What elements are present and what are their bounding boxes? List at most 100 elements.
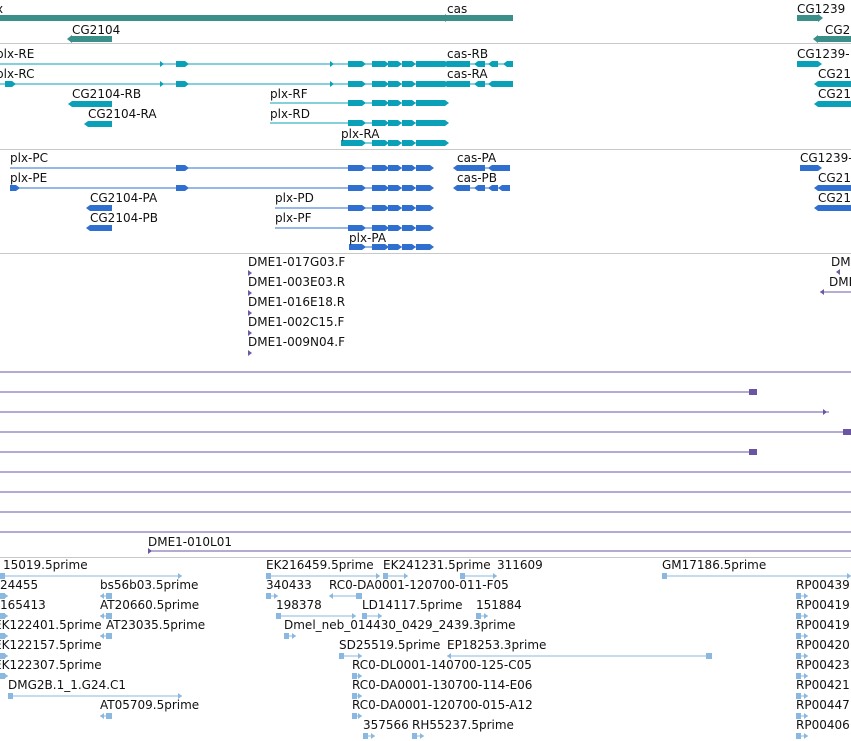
- flybase-transcript-exon[interactable]: [388, 81, 398, 87]
- est-label[interactable]: 24455: [0, 578, 39, 592]
- est-block[interactable]: [796, 713, 801, 719]
- est-label[interactable]: RP00419: [796, 618, 850, 632]
- flybase-transcript-exon[interactable]: [372, 100, 385, 106]
- flybase-transcript-label[interactable]: CG2104-RA: [88, 107, 157, 121]
- est-label[interactable]: 340433: [266, 578, 312, 592]
- refseq-transcript-exon[interactable]: [348, 205, 362, 211]
- refseq-transcript-exon[interactable]: [492, 165, 510, 171]
- est-block[interactable]: [266, 593, 271, 599]
- est-block[interactable]: [0, 613, 5, 619]
- est-label[interactable]: bs56b03.5prime: [100, 578, 199, 592]
- flybase-transcript-label[interactable]: plx-RE: [0, 47, 35, 61]
- est-label[interactable]: EK216459.5prime: [266, 558, 374, 572]
- est-label[interactable]: EK122401.5prime: [0, 618, 102, 632]
- est-block[interactable]: [706, 653, 712, 659]
- flybase-transcript-exon[interactable]: [478, 81, 485, 87]
- est-block[interactable]: [284, 633, 289, 639]
- est-label[interactable]: Dmel_neb_014430_0429_2439.3prime: [284, 618, 516, 632]
- gene-label[interactable]: x: [0, 3, 3, 16]
- est-label[interactable]: 198378: [276, 598, 322, 612]
- refseq-transcript-exon[interactable]: [388, 165, 398, 171]
- refseq-transcript-exon[interactable]: [372, 185, 385, 191]
- est-label[interactable]: RC0-DA0001-120700-015-A12: [352, 698, 533, 712]
- refseq-transcript-exon[interactable]: [388, 244, 398, 250]
- refseq-transcript-exon[interactable]: [402, 165, 412, 171]
- est-label[interactable]: 15019.5prime: [3, 558, 88, 572]
- est-block[interactable]: [106, 713, 112, 719]
- refseq-transcript-exon[interactable]: [416, 225, 430, 231]
- flybase-transcript-exon[interactable]: [372, 61, 385, 67]
- refseq-transcript-exon[interactable]: [372, 205, 385, 211]
- refseq-transcript-label[interactable]: plx-PF: [275, 211, 312, 225]
- flybase-transcript-exon[interactable]: [88, 121, 112, 127]
- flybase-transcript-exon[interactable]: [492, 61, 498, 67]
- est-block[interactable]: [0, 593, 5, 599]
- est-block[interactable]: [796, 593, 801, 599]
- est-block[interactable]: [796, 673, 801, 679]
- clone-label[interactable]: DME1-009N04.F: [248, 335, 346, 349]
- gene-bar[interactable]: [72, 36, 112, 42]
- refseq-transcript-exon[interactable]: [349, 244, 362, 250]
- refseq-transcript-label[interactable]: cas-PA: [457, 151, 497, 165]
- clone-label[interactable]: DME1-016E18.R: [248, 295, 346, 309]
- refseq-transcript-label[interactable]: CG21: [818, 171, 851, 185]
- est-label[interactable]: AT23035.5prime: [106, 618, 206, 632]
- refseq-transcript-exon[interactable]: [402, 244, 412, 250]
- est-block[interactable]: [106, 613, 112, 619]
- refseq-transcript-exon[interactable]: [348, 165, 362, 171]
- est-label[interactable]: RP00423: [796, 658, 850, 672]
- clone-label[interactable]: DM: [831, 255, 851, 269]
- est-block[interactable]: [356, 593, 362, 599]
- flybase-transcript-exon[interactable]: [348, 120, 362, 126]
- clone-label[interactable]: DME: [829, 275, 851, 289]
- refseq-transcript-label[interactable]: plx-PC: [10, 151, 48, 165]
- est-label[interactable]: 165413: [0, 598, 46, 612]
- gene-bar[interactable]: [797, 15, 818, 21]
- flybase-transcript-label[interactable]: plx-RD: [270, 107, 310, 121]
- est-block[interactable]: [796, 613, 801, 619]
- flybase-transcript-exon[interactable]: [372, 81, 385, 87]
- flybase-transcript-exon[interactable]: [818, 81, 851, 87]
- refseq-transcript-label[interactable]: CG2104-PB: [90, 211, 159, 225]
- flybase-transcript-exon[interactable]: [372, 140, 385, 146]
- est-label[interactable]: LD14117.5prime: [362, 598, 463, 612]
- est-label[interactable]: 151884: [476, 598, 522, 612]
- est-block[interactable]: [796, 693, 801, 699]
- gene-bar[interactable]: [818, 36, 851, 42]
- flybase-transcript-exon[interactable]: [176, 61, 185, 67]
- flybase-transcript-exon[interactable]: [402, 120, 412, 126]
- refseq-transcript-label[interactable]: plx-PD: [275, 191, 314, 205]
- flybase-transcript-exon[interactable]: [388, 61, 398, 67]
- est-label[interactable]: 311609: [497, 558, 543, 572]
- gene-label[interactable]: CG1239: [797, 2, 846, 16]
- est-label[interactable]: RP00420: [796, 638, 850, 652]
- refseq-transcript-exon[interactable]: [90, 205, 112, 211]
- flybase-transcript-label[interactable]: CG2104-RB: [72, 87, 142, 101]
- refseq-transcript-exon[interactable]: [818, 185, 851, 191]
- refseq-transcript-exon[interactable]: [457, 165, 485, 171]
- clone-label[interactable]: DME1-002C15.F: [248, 315, 345, 329]
- refseq-transcript-exon[interactable]: [416, 244, 430, 250]
- flybase-transcript-exon[interactable]: [5, 81, 12, 87]
- gene-label[interactable]: cas: [447, 2, 468, 16]
- refseq-transcript-label[interactable]: CG1239-: [800, 151, 851, 165]
- refseq-transcript-label[interactable]: CG21: [818, 191, 851, 205]
- est-label[interactable]: RC0-DA0001-120700-011-F05: [329, 578, 509, 592]
- refseq-transcript-exon[interactable]: [818, 205, 851, 211]
- flybase-transcript-exon[interactable]: [402, 100, 412, 106]
- est-block[interactable]: [339, 653, 344, 659]
- flybase-transcript-exon[interactable]: [348, 81, 362, 87]
- flybase-transcript-label[interactable]: CG21: [818, 67, 851, 81]
- flybase-transcript-exon[interactable]: [416, 81, 445, 87]
- refseq-transcript-exon[interactable]: [416, 185, 430, 191]
- refseq-transcript-exon[interactable]: [372, 244, 385, 250]
- est-block[interactable]: [276, 613, 281, 619]
- refseq-transcript-exon[interactable]: [388, 185, 398, 191]
- refseq-transcript-exon[interactable]: [416, 205, 430, 211]
- refseq-transcript-exon[interactable]: [492, 185, 498, 191]
- est-block[interactable]: [0, 633, 5, 639]
- refseq-transcript-exon[interactable]: [372, 225, 385, 231]
- clone-label[interactable]: DME1-017G03.F: [248, 255, 346, 269]
- flybase-transcript-exon[interactable]: [72, 101, 112, 107]
- est-block[interactable]: [352, 693, 357, 699]
